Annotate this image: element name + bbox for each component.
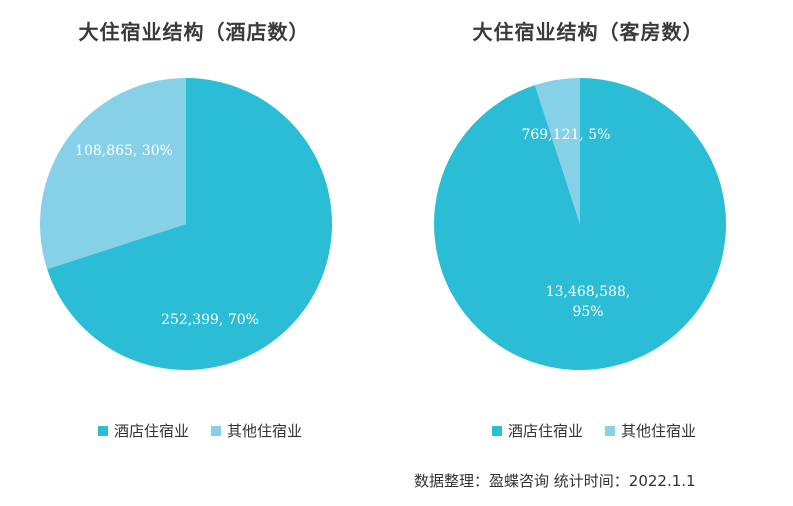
- legend-label: 酒店住宿业: [507, 422, 583, 440]
- legend-swatch-hotel: [491, 425, 502, 436]
- slice-label-hotel: 252,399, 70%: [161, 312, 259, 328]
- slice-other-accommodation[interactable]: [534, 78, 580, 224]
- legend-label: 酒店住宿业: [113, 422, 189, 440]
- chart-title-hotels: 大住宿业结构（酒店数）: [78, 20, 310, 44]
- legend-label: 其他住宿业: [621, 422, 697, 440]
- legend-label: 其他住宿业: [227, 422, 303, 440]
- chart-title-rooms: 大住宿业结构（客房数）: [472, 20, 704, 44]
- slice-hotel-accommodation[interactable]: [434, 78, 727, 370]
- slice-label-hotel-line1: 13,468,588,: [546, 284, 631, 300]
- legend-item-other[interactable]: 其他住宿业: [605, 420, 696, 441]
- pie-rooms: 769,121, 5% 13,468,588, 95%: [434, 78, 727, 370]
- legend-swatch-other: [605, 425, 615, 436]
- slice-label-other: 769,121, 5%: [521, 127, 610, 143]
- slice-hotel-accommodation[interactable]: [47, 78, 333, 370]
- legend-item-hotel[interactable]: 酒店住宿业: [97, 420, 189, 441]
- source-note: 数据整理：盈蝶咨询 统计时间：2022.1.1: [414, 472, 696, 490]
- legend-swatch-hotel: [97, 425, 108, 436]
- legend-item-hotel[interactable]: 酒店住宿业: [491, 420, 583, 441]
- pie-hotels: 108,865, 30% 252,399, 70%: [40, 78, 333, 370]
- legend-hotels: 酒店住宿业 其他住宿业: [97, 420, 302, 441]
- legend-rooms: 酒店住宿业 其他住宿业: [491, 420, 696, 441]
- slice-other-accommodation[interactable]: [40, 78, 187, 270]
- legend-swatch-other: [211, 425, 221, 436]
- slice-label-other: 108,865, 30%: [75, 143, 173, 159]
- legend-item-other[interactable]: 其他住宿业: [211, 420, 302, 441]
- slice-label-hotel-line2: 95%: [572, 304, 603, 320]
